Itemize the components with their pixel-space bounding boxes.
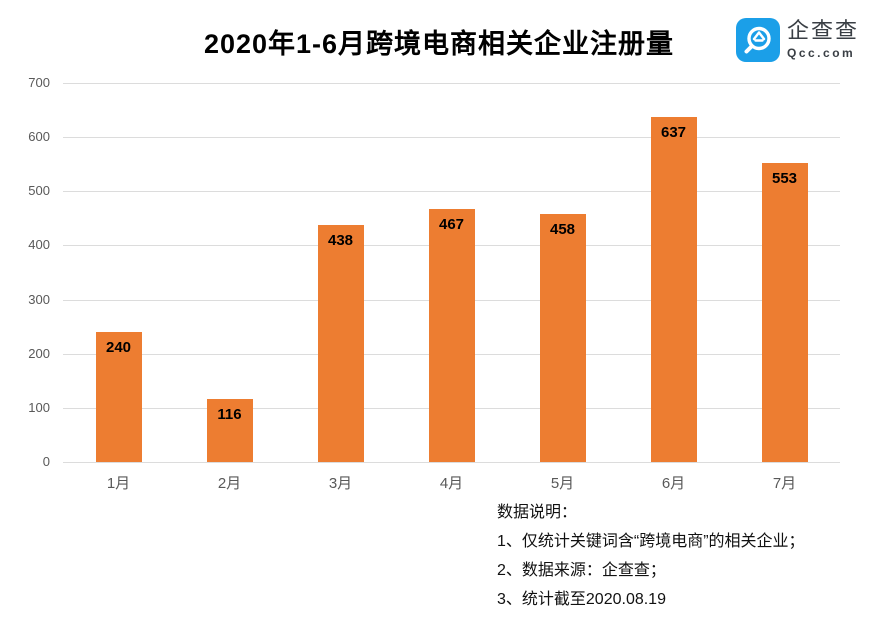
bar-value-label: 116 <box>217 406 242 424</box>
y-axis-tick-label: 600 <box>28 129 50 145</box>
bar-value-label: 240 <box>105 339 132 357</box>
bar-1月 <box>95 332 142 462</box>
chart-title: 2020年1-6月跨境电商相关企业注册量 <box>203 29 675 59</box>
x-axis-tick-label: 1月 <box>106 475 131 492</box>
bar-6月 <box>650 117 697 462</box>
bar-value-label: 467 <box>438 216 465 234</box>
notes-heading: 数据说明： <box>497 504 578 521</box>
bar-4月 <box>428 209 475 462</box>
bar-3月 <box>317 224 364 462</box>
bar-value-label: 637 <box>660 124 687 142</box>
x-axis-tick-label: 2月 <box>217 475 242 492</box>
qcc-magnifier-logo-icon <box>736 18 780 62</box>
bar-5月 <box>539 214 586 462</box>
y-axis-tick-label: 700 <box>28 75 50 90</box>
bar-value-label: 438 <box>327 231 354 249</box>
qcc-logo-text: 企查查 Qcc.com <box>787 18 859 60</box>
bar-2月 <box>206 399 253 462</box>
qcc-brand-name: 企查查 <box>787 18 860 43</box>
note-line-2: 2、数据来源：企查查； <box>497 562 666 579</box>
bar-7月 <box>761 162 808 462</box>
qcc-domain: Qcc.com <box>787 46 856 60</box>
note-line-3: 3、统计截至2020.08.19 <box>497 591 666 608</box>
x-axis-tick-label: 7月 <box>772 475 797 492</box>
bar-value-label: 458 <box>549 221 576 239</box>
y-axis-tick-label: 200 <box>28 345 50 361</box>
bar-value-label: 553 <box>771 169 798 187</box>
x-axis-tick-label: 3月 <box>328 475 353 492</box>
note-line-1: 1、仅统计关键词含“跨境电商”的相关企业； <box>497 533 805 550</box>
y-axis-tick-label: 100 <box>28 399 50 415</box>
gridline-y-0 <box>63 462 840 463</box>
gridline-y-600 <box>63 137 840 139</box>
y-axis-tick-label: 500 <box>28 183 50 199</box>
x-axis-tick-label: 4月 <box>439 475 464 492</box>
gridline-y-700 <box>63 83 840 84</box>
y-axis-tick-label: 0 <box>42 454 50 469</box>
x-axis-tick-label: 5月 <box>550 475 575 492</box>
y-axis-tick-label: 400 <box>28 237 50 253</box>
qcc-logo: 企查查 Qcc.com <box>736 18 859 62</box>
x-axis-tick-label: 6月 <box>661 475 686 492</box>
y-axis-tick-label: 300 <box>28 291 50 307</box>
gridline-y-500 <box>63 191 840 193</box>
data-notes: 数据说明： 1、仅统计关键词含“跨境电商”的相关企业； 2、数据来源：企查查； … <box>497 498 805 614</box>
